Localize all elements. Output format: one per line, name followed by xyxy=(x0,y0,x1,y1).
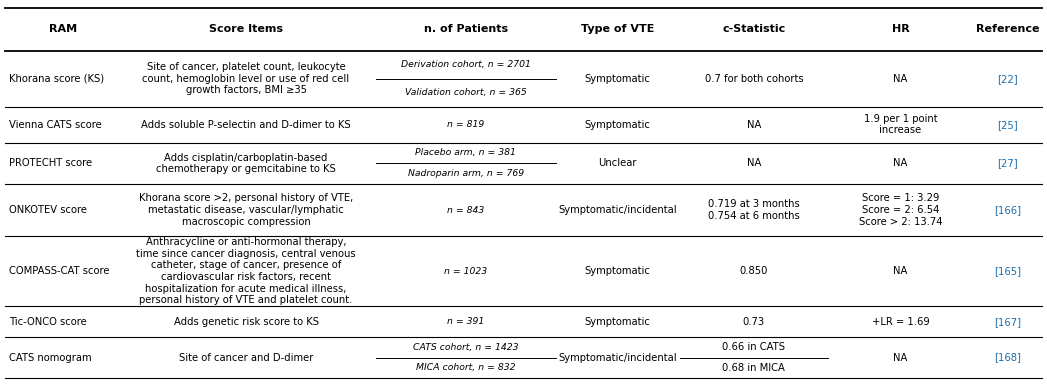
Text: 0.73: 0.73 xyxy=(742,317,765,327)
Text: CATS nomogram: CATS nomogram xyxy=(9,352,92,362)
Text: n = 819: n = 819 xyxy=(447,120,485,129)
Text: 0.850: 0.850 xyxy=(739,266,768,276)
Text: Symptomatic: Symptomatic xyxy=(585,120,650,130)
Text: [167]: [167] xyxy=(995,317,1021,327)
Text: 0.719 at 3 months
0.754 at 6 months: 0.719 at 3 months 0.754 at 6 months xyxy=(708,199,800,221)
Text: n = 391: n = 391 xyxy=(447,317,485,326)
Text: Adds genetic risk score to KS: Adds genetic risk score to KS xyxy=(174,317,318,327)
Text: [27]: [27] xyxy=(998,158,1018,168)
Text: Site of cancer and D-dimer: Site of cancer and D-dimer xyxy=(179,352,313,362)
Text: NA: NA xyxy=(893,158,908,168)
Text: Symptomatic: Symptomatic xyxy=(585,74,650,84)
Text: Tic-ONCO score: Tic-ONCO score xyxy=(9,317,87,327)
Text: Anthracycline or anti-hormonal therapy,
time since cancer diagnosis, central ven: Anthracycline or anti-hormonal therapy, … xyxy=(136,237,356,305)
Text: Adds soluble P-selectin and D-dimer to KS: Adds soluble P-selectin and D-dimer to K… xyxy=(141,120,351,130)
Text: n. of Patients: n. of Patients xyxy=(424,24,508,34)
Text: NA: NA xyxy=(893,352,908,362)
Text: Adds cisplatin/carboplatin-based
chemotherapy or gemcitabine to KS: Adds cisplatin/carboplatin-based chemoth… xyxy=(156,152,336,174)
Text: [22]: [22] xyxy=(998,74,1018,84)
Text: n = 1023: n = 1023 xyxy=(444,267,488,276)
Text: Score = 1: 3.29
Score = 2: 6.54
Score > 2: 13.74: Score = 1: 3.29 Score = 2: 6.54 Score > … xyxy=(859,193,942,227)
Text: PROTECHT score: PROTECHT score xyxy=(9,158,92,168)
Text: Symptomatic/incidental: Symptomatic/incidental xyxy=(558,205,677,215)
Text: 0.7 for both cohorts: 0.7 for both cohorts xyxy=(705,74,803,84)
Text: 0.68 in MICA: 0.68 in MICA xyxy=(722,363,785,373)
Text: NA: NA xyxy=(747,120,761,130)
Text: NA: NA xyxy=(893,74,908,84)
Text: 1.9 per 1 point
increase: 1.9 per 1 point increase xyxy=(864,114,937,135)
Text: Symptomatic: Symptomatic xyxy=(585,266,650,276)
Text: Site of cancer, platelet count, leukocyte
count, hemoglobin level or use of red : Site of cancer, platelet count, leukocyt… xyxy=(142,62,350,95)
Text: Vienna CATS score: Vienna CATS score xyxy=(9,120,103,130)
Text: Symptomatic/incidental: Symptomatic/incidental xyxy=(558,352,677,362)
Text: Nadroparin arm, n = 769: Nadroparin arm, n = 769 xyxy=(408,169,524,178)
Text: c-Statistic: c-Statistic xyxy=(722,24,785,34)
Text: Validation cohort, n = 365: Validation cohort, n = 365 xyxy=(405,88,527,97)
Text: Placebo arm, n = 381: Placebo arm, n = 381 xyxy=(416,149,516,157)
Text: [25]: [25] xyxy=(998,120,1018,130)
Text: Unclear: Unclear xyxy=(599,158,637,168)
Text: NA: NA xyxy=(747,158,761,168)
Text: [165]: [165] xyxy=(995,266,1021,276)
Text: RAM: RAM xyxy=(49,24,76,34)
Text: Score Items: Score Items xyxy=(209,24,283,34)
Text: HR: HR xyxy=(892,24,909,34)
Text: n = 843: n = 843 xyxy=(447,206,485,215)
Text: COMPASS-CAT score: COMPASS-CAT score xyxy=(9,266,110,276)
Text: Khorana score (KS): Khorana score (KS) xyxy=(9,74,105,84)
Text: Derivation cohort, n = 2701: Derivation cohort, n = 2701 xyxy=(401,60,531,69)
Text: Reference: Reference xyxy=(976,24,1040,34)
Text: Khorana score >2, personal history of VTE,
metastatic disease, vascular/lymphati: Khorana score >2, personal history of VT… xyxy=(139,193,353,227)
Text: NA: NA xyxy=(893,266,908,276)
Text: [166]: [166] xyxy=(995,205,1021,215)
Text: [168]: [168] xyxy=(995,352,1021,362)
Text: ONKOTEV score: ONKOTEV score xyxy=(9,205,87,215)
Text: +LR = 1.69: +LR = 1.69 xyxy=(871,317,930,327)
Text: CATS cohort, n = 1423: CATS cohort, n = 1423 xyxy=(414,343,518,352)
Text: MICA cohort, n = 832: MICA cohort, n = 832 xyxy=(416,364,516,372)
Text: 0.66 in CATS: 0.66 in CATS xyxy=(722,342,785,352)
Text: Type of VTE: Type of VTE xyxy=(581,24,654,34)
Text: Symptomatic: Symptomatic xyxy=(585,317,650,327)
